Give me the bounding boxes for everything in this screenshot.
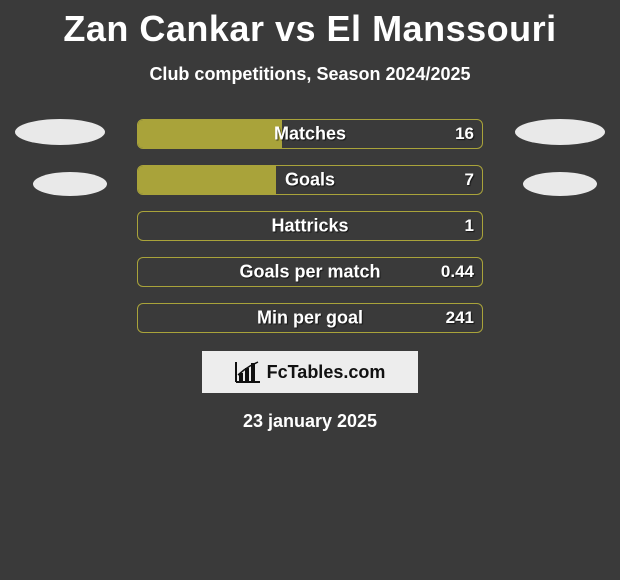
- bar-label: Hattricks: [138, 216, 482, 237]
- bar-row-goals: Goals 7: [137, 165, 483, 195]
- comparison-chart: Matches 16 Goals 7 Hattricks 1 Goals per…: [0, 119, 620, 333]
- brand-box: FcTables.com: [202, 351, 418, 393]
- bar-value-right: 16: [455, 124, 474, 144]
- bar-fill-left: [138, 166, 276, 194]
- player2-club-placeholder: [523, 172, 597, 196]
- bars-container: Matches 16 Goals 7 Hattricks 1 Goals per…: [137, 119, 483, 333]
- player2-name: El Manssouri: [327, 8, 557, 49]
- bar-row-matches: Matches 16: [137, 119, 483, 149]
- bar-value-right: 241: [446, 308, 474, 328]
- bar-value-right: 0.44: [441, 262, 474, 282]
- subtitle: Club competitions, Season 2024/2025: [0, 64, 620, 85]
- bar-label: Min per goal: [138, 308, 482, 329]
- comparison-title: Zan Cankar vs El Manssouri: [0, 0, 620, 50]
- player2-avatar-placeholder: [515, 119, 605, 145]
- player1-club-placeholder: [33, 172, 107, 196]
- bar-label: Goals per match: [138, 262, 482, 283]
- footer-date: 23 january 2025: [0, 411, 620, 432]
- bar-fill-left: [138, 120, 282, 148]
- bar-row-goals-per-match: Goals per match 0.44: [137, 257, 483, 287]
- player1-name: Zan Cankar: [63, 8, 264, 49]
- bar-row-hattricks: Hattricks 1: [137, 211, 483, 241]
- player1-avatar-placeholder: [15, 119, 105, 145]
- brand-text: FcTables.com: [267, 362, 386, 383]
- vs-separator: vs: [275, 8, 316, 49]
- bar-chart-icon: [235, 361, 261, 383]
- bar-row-min-per-goal: Min per goal 241: [137, 303, 483, 333]
- bar-value-right: 7: [465, 170, 474, 190]
- bar-value-right: 1: [465, 216, 474, 236]
